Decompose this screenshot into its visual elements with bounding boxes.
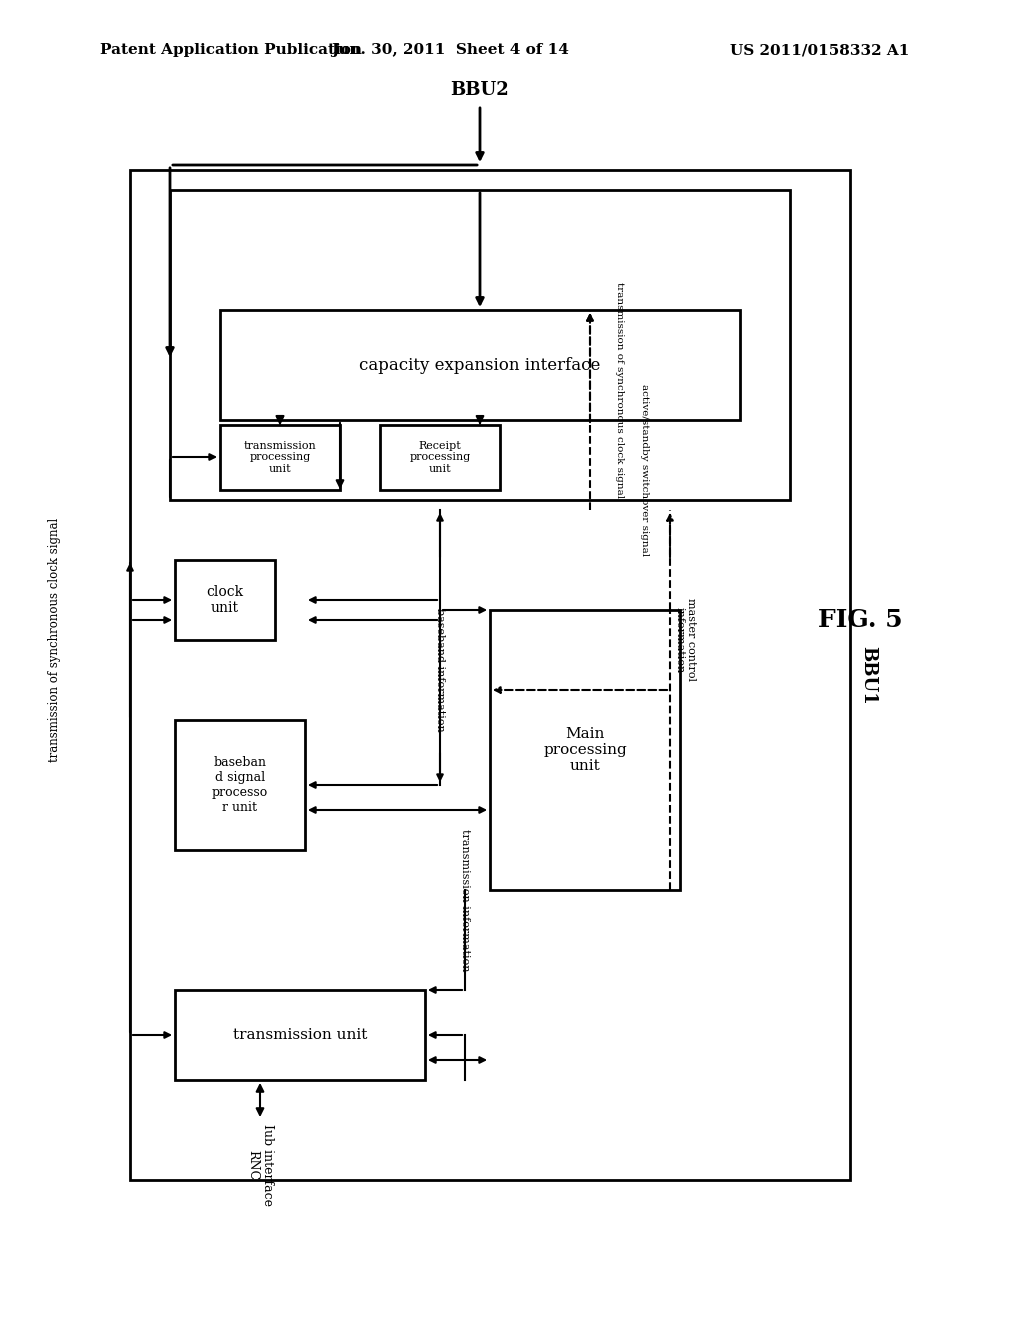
- FancyBboxPatch shape: [490, 610, 680, 890]
- Text: transmission of synchronous clock signal: transmission of synchronous clock signal: [615, 282, 624, 498]
- Text: capacity expansion interface: capacity expansion interface: [359, 356, 601, 374]
- Text: clock
unit: clock unit: [207, 585, 244, 615]
- Text: baseban
d signal
processo
r unit: baseban d signal processo r unit: [212, 756, 268, 814]
- Text: Patent Application Publication: Patent Application Publication: [100, 44, 362, 57]
- Text: master control
information: master control information: [674, 598, 695, 681]
- Text: transmission of synchronous clock signal: transmission of synchronous clock signal: [48, 517, 61, 762]
- FancyBboxPatch shape: [170, 190, 790, 500]
- Text: US 2011/0158332 A1: US 2011/0158332 A1: [730, 44, 909, 57]
- FancyBboxPatch shape: [175, 990, 425, 1080]
- Text: BBU1: BBU1: [859, 645, 877, 705]
- FancyBboxPatch shape: [130, 170, 850, 1180]
- Text: Iub interface
RNC: Iub interface RNC: [246, 1125, 274, 1206]
- Text: baseband information: baseband information: [435, 609, 445, 731]
- Text: active/standby switchover signal: active/standby switchover signal: [640, 384, 649, 556]
- FancyBboxPatch shape: [175, 719, 305, 850]
- Text: transmission
processing
unit: transmission processing unit: [244, 441, 316, 474]
- FancyBboxPatch shape: [175, 560, 275, 640]
- Text: FIG. 5: FIG. 5: [818, 609, 902, 632]
- Text: BBU2: BBU2: [451, 81, 509, 99]
- FancyBboxPatch shape: [380, 425, 500, 490]
- Text: Receipt
processing
unit: Receipt processing unit: [410, 441, 471, 474]
- FancyBboxPatch shape: [220, 425, 340, 490]
- Text: Main
processing
unit: Main processing unit: [543, 727, 627, 774]
- Text: Jun. 30, 2011  Sheet 4 of 14: Jun. 30, 2011 Sheet 4 of 14: [331, 44, 569, 57]
- FancyBboxPatch shape: [220, 310, 740, 420]
- Text: transmission information: transmission information: [460, 829, 470, 972]
- Text: transmission unit: transmission unit: [232, 1028, 368, 1041]
